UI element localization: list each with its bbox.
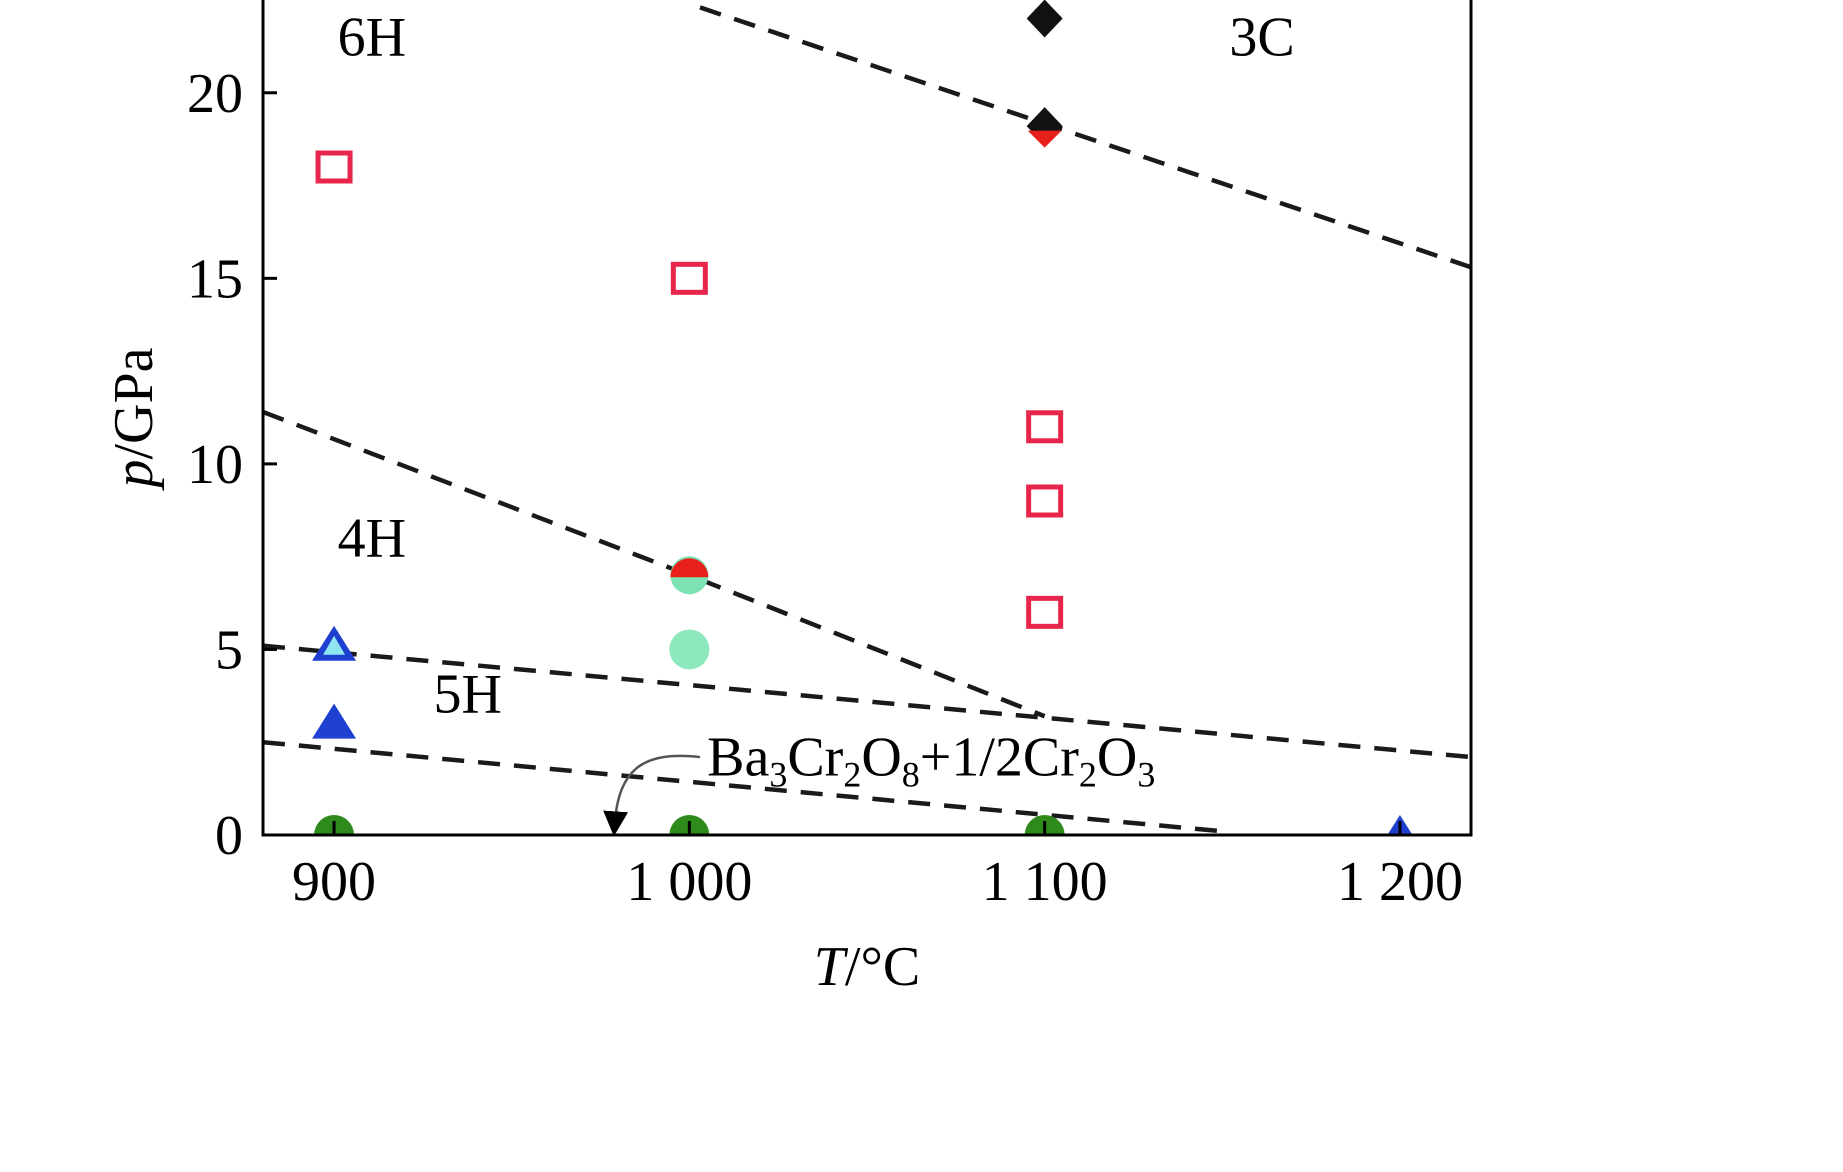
phase-boundary-line <box>263 409 1046 719</box>
x-axis-label: T/°C <box>814 936 920 998</box>
x-tick-label: 1 200 <box>1337 851 1463 913</box>
compound-annotation: Ba3Cr2O8+1/2Cr2O3 <box>707 727 1155 795</box>
annotation-subscript: 3 <box>1137 754 1155 794</box>
annotation-subscript: 2 <box>843 754 861 794</box>
data-point <box>1026 484 1064 518</box>
phase-boundary-line <box>699 5 1471 270</box>
annotation-text: Ba <box>707 727 769 789</box>
data-point <box>312 625 357 661</box>
data-point <box>1027 130 1062 148</box>
annotation-arrow <box>603 754 701 837</box>
ticks: 900 1 000 1 100 1 200 0 5 10 15 20 <box>187 63 1463 913</box>
annotation-subscript: 8 <box>902 754 920 794</box>
phase-boundary-line <box>263 643 1471 760</box>
phase-boundaries <box>263 5 1471 834</box>
region-labels: 6H 3C 4H 5H <box>338 7 1295 726</box>
x-axis-label-symbol: T <box>814 936 849 998</box>
annotation-text: O <box>1097 727 1137 789</box>
y-tick-label: 0 <box>215 805 243 867</box>
data-point <box>315 150 353 184</box>
x-tick-label: 900 <box>292 851 376 913</box>
data-markers <box>312 0 1413 835</box>
data-point <box>669 629 710 670</box>
data-point <box>1026 410 1064 444</box>
x-tick-label: 1 100 <box>982 851 1108 913</box>
data-point <box>1026 595 1064 629</box>
region-label: 5H <box>434 664 502 726</box>
data-point <box>670 261 708 295</box>
region-label: 3C <box>1229 7 1294 69</box>
y-axis-label-symbol: p <box>103 460 165 492</box>
annotation-text: Cr <box>787 727 843 789</box>
y-tick-label: 20 <box>187 63 243 125</box>
y-axis-label: p/GPa <box>103 347 165 491</box>
region-label: 6H <box>338 7 406 69</box>
y-tick-label: 15 <box>187 248 243 310</box>
y-tick-label: 5 <box>215 619 243 681</box>
plot-frame <box>261 0 1473 837</box>
region-label: 4H <box>338 508 406 570</box>
data-point <box>670 556 709 595</box>
annotation-subscript: 2 <box>1079 754 1097 794</box>
annotation-subscript: 3 <box>769 754 787 794</box>
y-tick-label: 10 <box>187 434 243 496</box>
annotation-text: +1/2Cr <box>920 727 1079 789</box>
x-tick-label: 1 000 <box>626 851 752 913</box>
data-point <box>312 703 357 739</box>
x-axis-label-unit: /°C <box>845 936 920 998</box>
data-point <box>1026 0 1063 38</box>
annotation: Ba3Cr2O8+1/2Cr2O3 <box>603 727 1155 837</box>
y-axis-label-unit: /GPa <box>103 347 165 459</box>
phase-boundary-line <box>263 739 1223 834</box>
annotation-text: O <box>861 727 901 789</box>
